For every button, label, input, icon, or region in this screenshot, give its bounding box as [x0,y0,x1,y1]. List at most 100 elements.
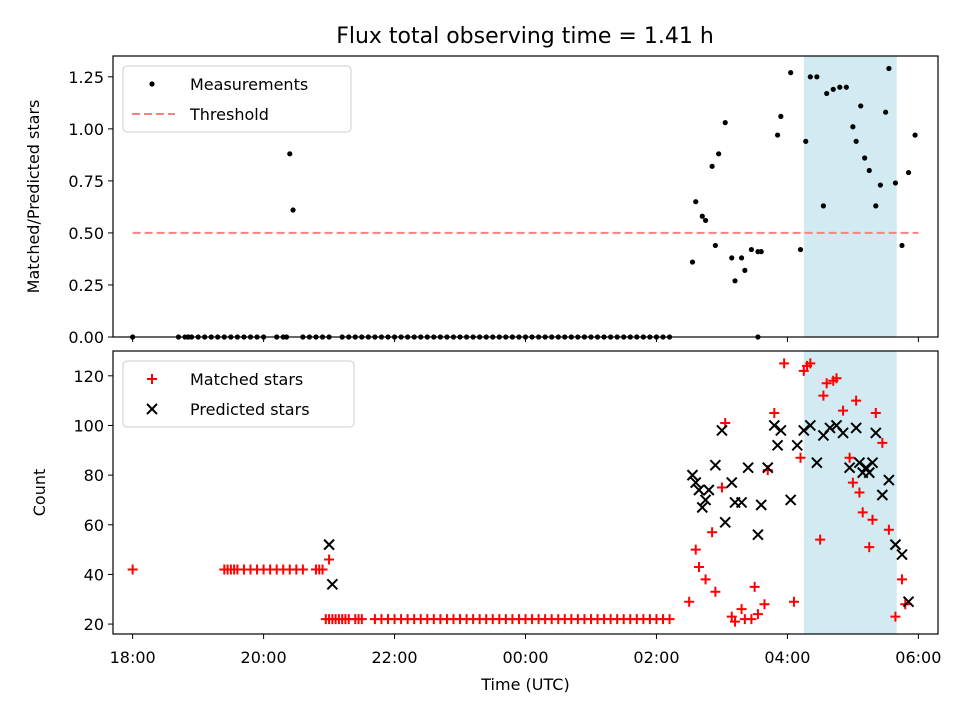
legend-marker-matched [147,374,157,384]
predicted-star-point [784,494,797,506]
measurement-point [742,267,748,273]
predicted-star-point [902,596,915,608]
measurement-point [892,180,899,186]
matched-star-point [690,544,701,555]
matched-star-point [664,614,675,625]
shaded-interval [803,351,897,634]
measurement-point [814,74,820,80]
predicted-star-point [696,501,708,514]
matched-star-point [752,609,763,620]
x-tick-label: 00:00 [502,648,548,667]
y-tick-label: 0.50 [68,224,104,243]
measurement-point [824,90,830,97]
matched-star-point [324,554,335,565]
measurement-point [287,151,293,157]
predicted-star-point [843,461,856,474]
legend-box [122,360,355,428]
predicted-star-point [742,461,754,474]
legend-label: Matched stars [190,370,303,389]
matched-star-point [818,390,829,401]
measurement-point [738,255,745,261]
predicted-star-point [876,489,889,501]
y-tick-label: 80 [84,466,104,485]
matched-star-point [749,581,760,592]
matched-star-point [870,408,881,419]
measurement-point [803,138,809,144]
y-tick-label: 20 [84,615,104,634]
predicted-star-point [775,424,787,437]
predicted-star-point [896,548,908,561]
predicted-star-point [889,538,902,551]
predicted-star-point [771,439,784,452]
y-tick-label: 120 [73,367,104,386]
measurement-point [758,249,764,255]
measurement-point [788,70,794,76]
measurement-point [877,182,883,188]
legend-label: Measurements [190,75,308,94]
predicted-star-point [323,538,335,551]
matched-star-point [710,586,721,597]
matched-star-point [896,574,907,585]
measurement-point [702,217,709,224]
matched-star-point [684,596,695,607]
matched-star-point [867,514,878,525]
measurement-point [830,86,836,92]
predicted-star-point [752,528,764,541]
shaded-interval [803,56,897,337]
matched-star-point [805,358,816,369]
measurement-point [778,113,784,119]
measurement-point [716,151,722,157]
matched-star-point [847,477,858,488]
x-tick-label: 04:00 [764,648,810,667]
matched-star-point [779,358,790,369]
predicted-star-point [804,419,817,432]
measurement-point [883,109,889,115]
measurement-point [843,84,849,90]
matched-star-point [127,564,138,575]
measurement-point [732,278,738,284]
legend-marker-measurements [149,81,155,87]
measurement-point [729,255,735,261]
predicted-star-point [686,469,699,481]
y-tick-label: 0.00 [68,328,104,347]
predicted-star-point [824,422,836,434]
predicted-star-point [866,457,879,469]
legend-label: Predicted stars [190,400,310,419]
predicted-star-point [719,516,731,528]
predicted-star-point [870,427,882,439]
y-tick-label: 60 [84,516,104,535]
matched-star-point [838,405,849,416]
y-tick-label: 0.25 [68,276,104,295]
x-tick-label: 06:00 [895,648,941,667]
x-axis-label: Time (UTC) [480,675,569,694]
matched-star-point [356,614,367,625]
measurement-point [912,132,918,138]
y-axis-label: Count [30,469,49,517]
predicted-star-point [811,457,823,469]
y-tick-label: 100 [73,416,104,435]
matched-star-point [736,604,747,615]
matched-star-point [851,395,862,406]
predicted-star-point [791,439,803,452]
matched-star-point [759,599,770,610]
y-tick-label: 1.25 [68,68,104,87]
matched-star-point [788,596,799,607]
x-tick-label: 02:00 [633,648,679,667]
predicted-star-point [853,457,866,469]
chart-title: Flux total observing time = 1.41 h [336,24,714,49]
matched-star-point [694,561,705,572]
matched-star-point [890,611,901,622]
matched-star-point [864,542,875,553]
measurement-point [862,155,868,161]
measurement-point [837,84,843,90]
measurement-point [290,207,296,213]
predicted-star-point [850,422,862,434]
measurement-point [807,74,813,80]
measurement-point [712,242,718,249]
predicted-star-point [703,484,715,496]
matched-star-point [297,564,308,575]
matched-star-point [716,482,727,493]
matched-star-point [815,534,826,545]
matched-star-point [317,564,328,575]
